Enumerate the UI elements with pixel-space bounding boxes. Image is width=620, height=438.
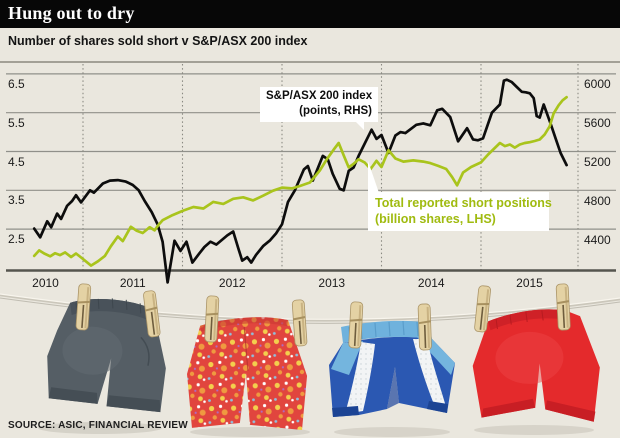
shadow bbox=[190, 427, 310, 437]
right-axis-tick: 5200 bbox=[584, 155, 611, 169]
blue-shorts-image bbox=[329, 320, 455, 417]
legend-asx200: S&P/ASX 200 index (points, RHS) bbox=[260, 87, 378, 122]
left-axis-tick: 4.5 bbox=[8, 154, 25, 169]
x-axis-year-2013: 2013 bbox=[318, 276, 346, 290]
legend-asx200-line2: (points, RHS) bbox=[299, 105, 372, 117]
left-axis-tick: 3.5 bbox=[8, 193, 25, 208]
floral-shorts-image bbox=[187, 317, 308, 430]
left-axis-tick: 6.5 bbox=[8, 76, 25, 91]
left-axis-tick: 2.5 bbox=[8, 232, 25, 247]
clothespin bbox=[143, 290, 161, 338]
x-axis-year-2011: 2011 bbox=[119, 276, 146, 290]
clothespin bbox=[348, 301, 364, 349]
x-axis-year-2014: 2014 bbox=[417, 276, 445, 290]
headline-bar: Hung out to dry bbox=[0, 0, 620, 28]
series-short_positions bbox=[32, 95, 568, 267]
clothespin bbox=[204, 295, 220, 343]
right-axis-tick: 6000 bbox=[584, 77, 611, 92]
shadow bbox=[334, 427, 450, 437]
legend-short-positions-pointer bbox=[368, 161, 379, 193]
shadow bbox=[474, 425, 594, 435]
legend-asx200-line1: S&P/ASX 200 index bbox=[266, 90, 373, 102]
legend-short-positions: Total reported short positions (billion … bbox=[368, 192, 552, 231]
x-axis-year-2012: 2012 bbox=[218, 276, 246, 290]
clothespin bbox=[75, 283, 92, 331]
source-note: SOURCE: ASIC, FINANCIAL REVIEW bbox=[8, 420, 188, 431]
x-axis-year-2010: 2010 bbox=[32, 276, 59, 290]
red-shorts-image bbox=[472, 309, 600, 422]
chart-subtitle: Number of shares sold short v S&P/ASX 20… bbox=[8, 34, 308, 48]
right-axis-tick: 4800 bbox=[584, 193, 611, 208]
clothespin bbox=[291, 299, 308, 347]
left-axis-tick: 5.5 bbox=[8, 115, 25, 130]
right-axis-tick: 5600 bbox=[584, 116, 611, 131]
clothespin bbox=[555, 283, 571, 331]
series-asx200 bbox=[32, 78, 568, 284]
legend-short-line2: (billion shares, LHS) bbox=[375, 212, 496, 226]
legend-asx200-pointer bbox=[352, 118, 364, 130]
clothespin bbox=[417, 303, 432, 351]
legend-short-line1: Total reported short positions bbox=[375, 196, 552, 210]
clothespin bbox=[474, 285, 491, 333]
page-title: Hung out to dry bbox=[8, 3, 135, 23]
shadow bbox=[38, 422, 162, 434]
right-axis-tick: 4400 bbox=[584, 232, 611, 247]
header-divider bbox=[0, 61, 620, 63]
x-axis-year-2015: 2015 bbox=[516, 276, 543, 290]
